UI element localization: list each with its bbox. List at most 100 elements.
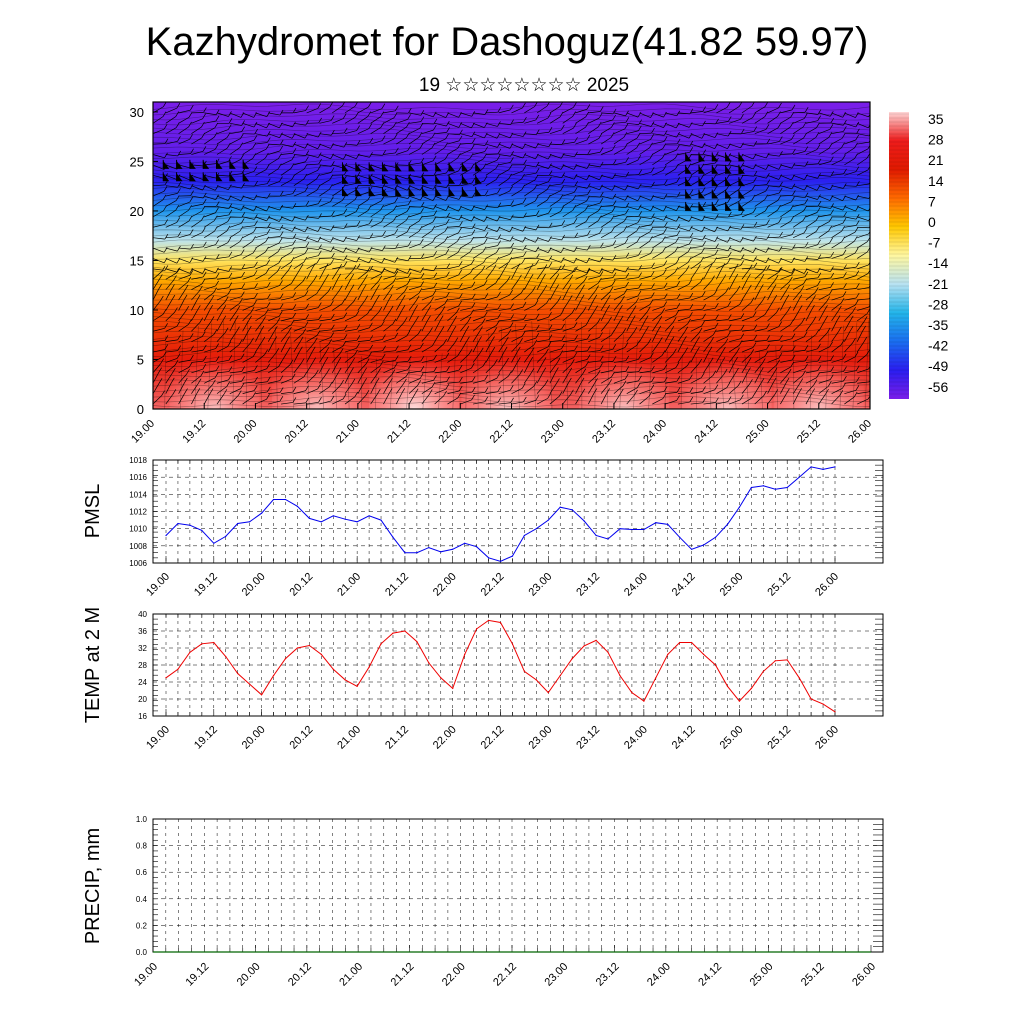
wind-barb-tick bbox=[327, 286, 332, 292]
wind-barb-shaft bbox=[754, 372, 761, 384]
wind-barb-tick bbox=[662, 236, 666, 242]
wind-barb-shaft bbox=[165, 236, 178, 239]
wind-barb bbox=[716, 382, 731, 394]
wind-barb bbox=[396, 356, 412, 363]
wind-barb-tick bbox=[213, 329, 218, 335]
wind-barb-tick bbox=[522, 323, 527, 330]
wind-barb-tick bbox=[619, 305, 623, 311]
wind-barb-tick bbox=[698, 327, 703, 334]
wind-barb-tick bbox=[774, 275, 779, 281]
wind-barb-tick bbox=[701, 291, 706, 297]
wind-barb-shaft bbox=[216, 230, 228, 238]
wind-barb-shaft bbox=[792, 383, 801, 394]
wind-barb bbox=[331, 357, 342, 374]
wind-barb-tick bbox=[676, 395, 680, 401]
wind-barb-shaft bbox=[242, 305, 254, 311]
wind-barb bbox=[600, 379, 612, 394]
wind-barb-tick bbox=[405, 371, 410, 377]
wind-barb-tick bbox=[364, 274, 368, 280]
wind-barb-shaft bbox=[204, 285, 216, 290]
wind-barb-shaft bbox=[293, 341, 301, 353]
wind-barb-shaft bbox=[741, 347, 754, 353]
wind-barb bbox=[805, 372, 820, 384]
wind-barb-shaft bbox=[370, 235, 383, 239]
wind-barb bbox=[421, 265, 438, 272]
wind-barb bbox=[639, 376, 655, 384]
wind-barb-shaft bbox=[818, 386, 829, 394]
wind-barb-tick bbox=[318, 314, 322, 320]
wind-barb bbox=[857, 261, 870, 270]
wind-barb-tick bbox=[495, 256, 500, 263]
wind-barb-shaft bbox=[203, 384, 213, 394]
wind-barb-tick bbox=[458, 260, 463, 267]
wind-barb-tick bbox=[279, 231, 284, 237]
wind-barb bbox=[331, 285, 343, 301]
wind-barb-shaft bbox=[549, 289, 556, 301]
wind-barb-shaft bbox=[204, 360, 217, 363]
wind-barb bbox=[639, 236, 653, 249]
wind-barb bbox=[319, 356, 329, 374]
wind-barb-shaft bbox=[767, 299, 775, 311]
wind-barb bbox=[216, 289, 232, 301]
wind-barb-shaft bbox=[229, 276, 242, 280]
wind-barb-shaft bbox=[280, 352, 288, 363]
wind-barb bbox=[831, 305, 842, 322]
wind-barb bbox=[421, 389, 433, 405]
wind-barb-tick bbox=[534, 299, 539, 306]
wind-barb-tick bbox=[420, 342, 424, 349]
wind-barb bbox=[178, 377, 188, 394]
wind-barb bbox=[741, 262, 758, 270]
wind-barb bbox=[281, 304, 297, 311]
wind-barb bbox=[690, 346, 700, 363]
wind-barb-tick bbox=[279, 303, 284, 309]
wind-barb-tick bbox=[266, 302, 271, 308]
wind-barb bbox=[280, 373, 296, 384]
wind-barb bbox=[588, 363, 603, 374]
wind-barb bbox=[370, 306, 383, 322]
wind-barb-shaft bbox=[549, 258, 562, 263]
wind-barb-tick bbox=[826, 327, 831, 334]
wind-barb bbox=[677, 257, 692, 270]
wind-barb-tick bbox=[753, 262, 758, 269]
wind-barb-tick bbox=[196, 294, 201, 301]
wind-barb bbox=[831, 283, 847, 291]
wind-barb bbox=[780, 284, 791, 301]
wind-barb bbox=[153, 335, 169, 343]
wind-barb bbox=[280, 278, 295, 290]
wind-barb-tick bbox=[457, 236, 461, 242]
wind-barb bbox=[434, 236, 448, 249]
wind-barb-shaft bbox=[588, 360, 601, 363]
wind-barb-tick bbox=[443, 338, 447, 345]
wind-barb-tick bbox=[817, 280, 821, 286]
wind-barb-tick bbox=[290, 319, 295, 326]
wind-barb-tick bbox=[509, 289, 513, 296]
wind-barb-shaft bbox=[511, 335, 523, 342]
wind-barb-shaft bbox=[396, 349, 409, 353]
wind-barb-tick bbox=[369, 218, 373, 224]
wind-barb-tick bbox=[158, 367, 162, 373]
wind-barb-shaft bbox=[677, 379, 690, 384]
wind-barb-tick bbox=[804, 355, 809, 362]
wind-barb-shaft bbox=[754, 289, 761, 301]
wind-barb-tick bbox=[279, 280, 283, 286]
wind-barb-tick bbox=[785, 294, 790, 300]
wind-barb-shaft bbox=[575, 274, 587, 280]
wind-barb-shaft bbox=[728, 372, 736, 384]
wind-barb-shaft bbox=[639, 396, 650, 405]
wind-barb bbox=[524, 246, 540, 253]
wind-barb-shaft bbox=[741, 267, 754, 270]
wind-barb-tick bbox=[866, 349, 870, 356]
wind-barb-shaft bbox=[153, 247, 165, 253]
wind-barb-shaft bbox=[677, 251, 689, 259]
wind-barb-shaft bbox=[408, 347, 421, 353]
wind-barb bbox=[370, 230, 386, 239]
wind-barb-tick bbox=[740, 260, 744, 266]
wind-barb-tick bbox=[727, 396, 732, 402]
wind-barb bbox=[293, 328, 307, 342]
wind-barb-tick bbox=[585, 320, 590, 326]
wind-barb-shaft bbox=[165, 280, 174, 290]
wind-barb bbox=[165, 353, 181, 363]
wind-barb-shaft bbox=[332, 266, 345, 270]
wind-barb bbox=[255, 386, 271, 394]
wind-barb-tick bbox=[199, 317, 204, 323]
